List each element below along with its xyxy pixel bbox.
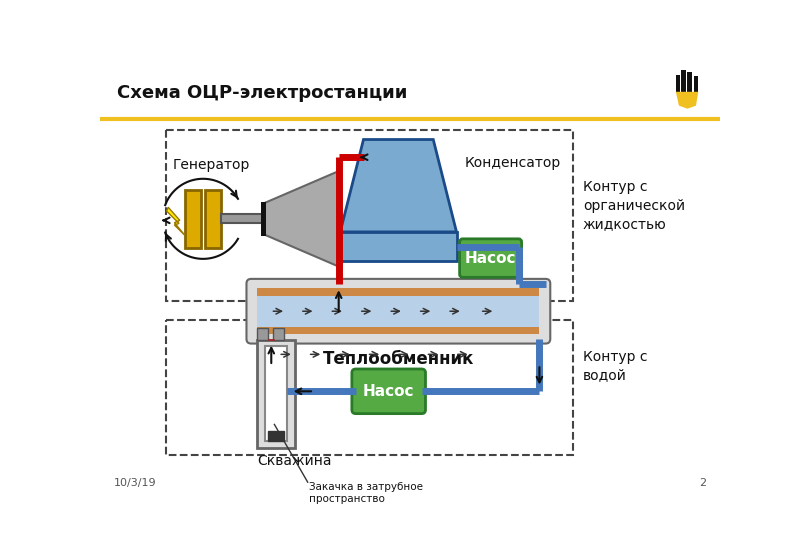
Text: Контур с
органической
жидкостью: Контур с органической жидкостью — [583, 180, 685, 231]
FancyBboxPatch shape — [459, 239, 522, 278]
Text: Закачка в затрубное
пространство: Закачка в затрубное пространство — [310, 482, 423, 504]
FancyBboxPatch shape — [246, 279, 550, 343]
Text: 10/3/19: 10/3/19 — [114, 478, 157, 488]
Text: Контур с
водой: Контур с водой — [583, 349, 647, 382]
Bar — [262, 202, 266, 236]
Polygon shape — [166, 207, 186, 236]
Polygon shape — [676, 92, 698, 109]
Bar — [258, 340, 294, 447]
FancyBboxPatch shape — [694, 76, 698, 92]
Text: Генератор: Генератор — [172, 158, 250, 172]
Bar — [206, 190, 221, 248]
FancyBboxPatch shape — [676, 75, 681, 92]
FancyBboxPatch shape — [682, 70, 686, 92]
Bar — [166, 320, 573, 455]
Bar — [186, 190, 201, 248]
Text: Теплообменник: Теплообменник — [322, 349, 474, 368]
Text: 2: 2 — [699, 478, 706, 488]
Text: Схема ОЦР-электростанции: Схема ОЦР-электростанции — [117, 84, 407, 102]
Bar — [221, 214, 263, 223]
FancyBboxPatch shape — [352, 369, 426, 414]
Text: Насос: Насос — [465, 251, 516, 265]
Text: Скважина: Скважина — [258, 453, 332, 468]
FancyBboxPatch shape — [687, 72, 692, 92]
Text: Насос: Насос — [363, 384, 414, 399]
Polygon shape — [263, 171, 338, 267]
Bar — [273, 328, 284, 341]
Bar — [166, 131, 573, 301]
Bar — [258, 328, 268, 341]
Bar — [268, 431, 284, 441]
Bar — [258, 288, 539, 296]
Text: Конденсатор: Конденсатор — [464, 155, 561, 170]
Bar — [258, 296, 539, 327]
Bar — [265, 346, 286, 441]
Bar — [258, 327, 539, 335]
Bar — [340, 232, 457, 261]
Polygon shape — [340, 139, 457, 232]
